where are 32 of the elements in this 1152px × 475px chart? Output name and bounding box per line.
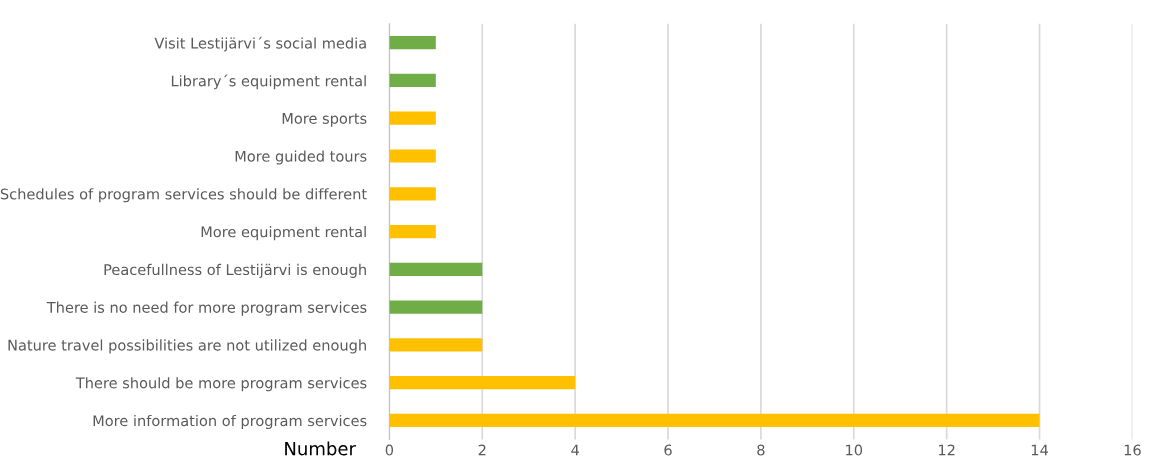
x-tick-label: 10 xyxy=(846,444,863,456)
bar xyxy=(389,73,436,88)
bar xyxy=(389,413,1040,428)
bar xyxy=(389,224,436,239)
bar xyxy=(389,111,436,125)
x-tick-label: 6 xyxy=(664,444,672,456)
bar xyxy=(389,149,436,163)
bar xyxy=(389,338,483,352)
x-tick-label: 14 xyxy=(1031,444,1048,456)
x-axis-title: Number xyxy=(285,441,356,456)
y-tick-label: More sports xyxy=(282,113,367,127)
x-tick-label: 0 xyxy=(385,444,394,456)
bar xyxy=(389,300,483,314)
x-tick-label: 16 xyxy=(1124,444,1141,456)
bar xyxy=(389,262,483,276)
y-tick-label: Visit Lestijärvi´s social media xyxy=(154,36,366,52)
x-tick-label: 2 xyxy=(478,444,486,456)
y-tick-label: More equipment rental xyxy=(201,226,366,241)
y-tick-label: Peacefullness of Lestijärvi is enough xyxy=(104,263,366,278)
bar xyxy=(389,36,436,50)
y-tick-label: There should be more program services xyxy=(75,377,367,392)
y-tick-label: More information of program services xyxy=(93,414,367,430)
y-tick-label: Library´s equipment rental xyxy=(171,74,366,90)
bar xyxy=(389,376,576,390)
y-tick-label: Nature travel possibilities are not utilized enough xyxy=(8,339,366,354)
y-tick-label: Schedules of program services should be different xyxy=(0,188,367,203)
y-tick-label: There is no need for more program services xyxy=(46,301,367,316)
x-tick-label: 8 xyxy=(757,444,765,456)
x-tick-label: 12 xyxy=(938,444,955,456)
x-tick-label: 4 xyxy=(571,444,579,456)
bar xyxy=(389,187,436,201)
y-tick-label: More guided tours xyxy=(235,150,367,165)
